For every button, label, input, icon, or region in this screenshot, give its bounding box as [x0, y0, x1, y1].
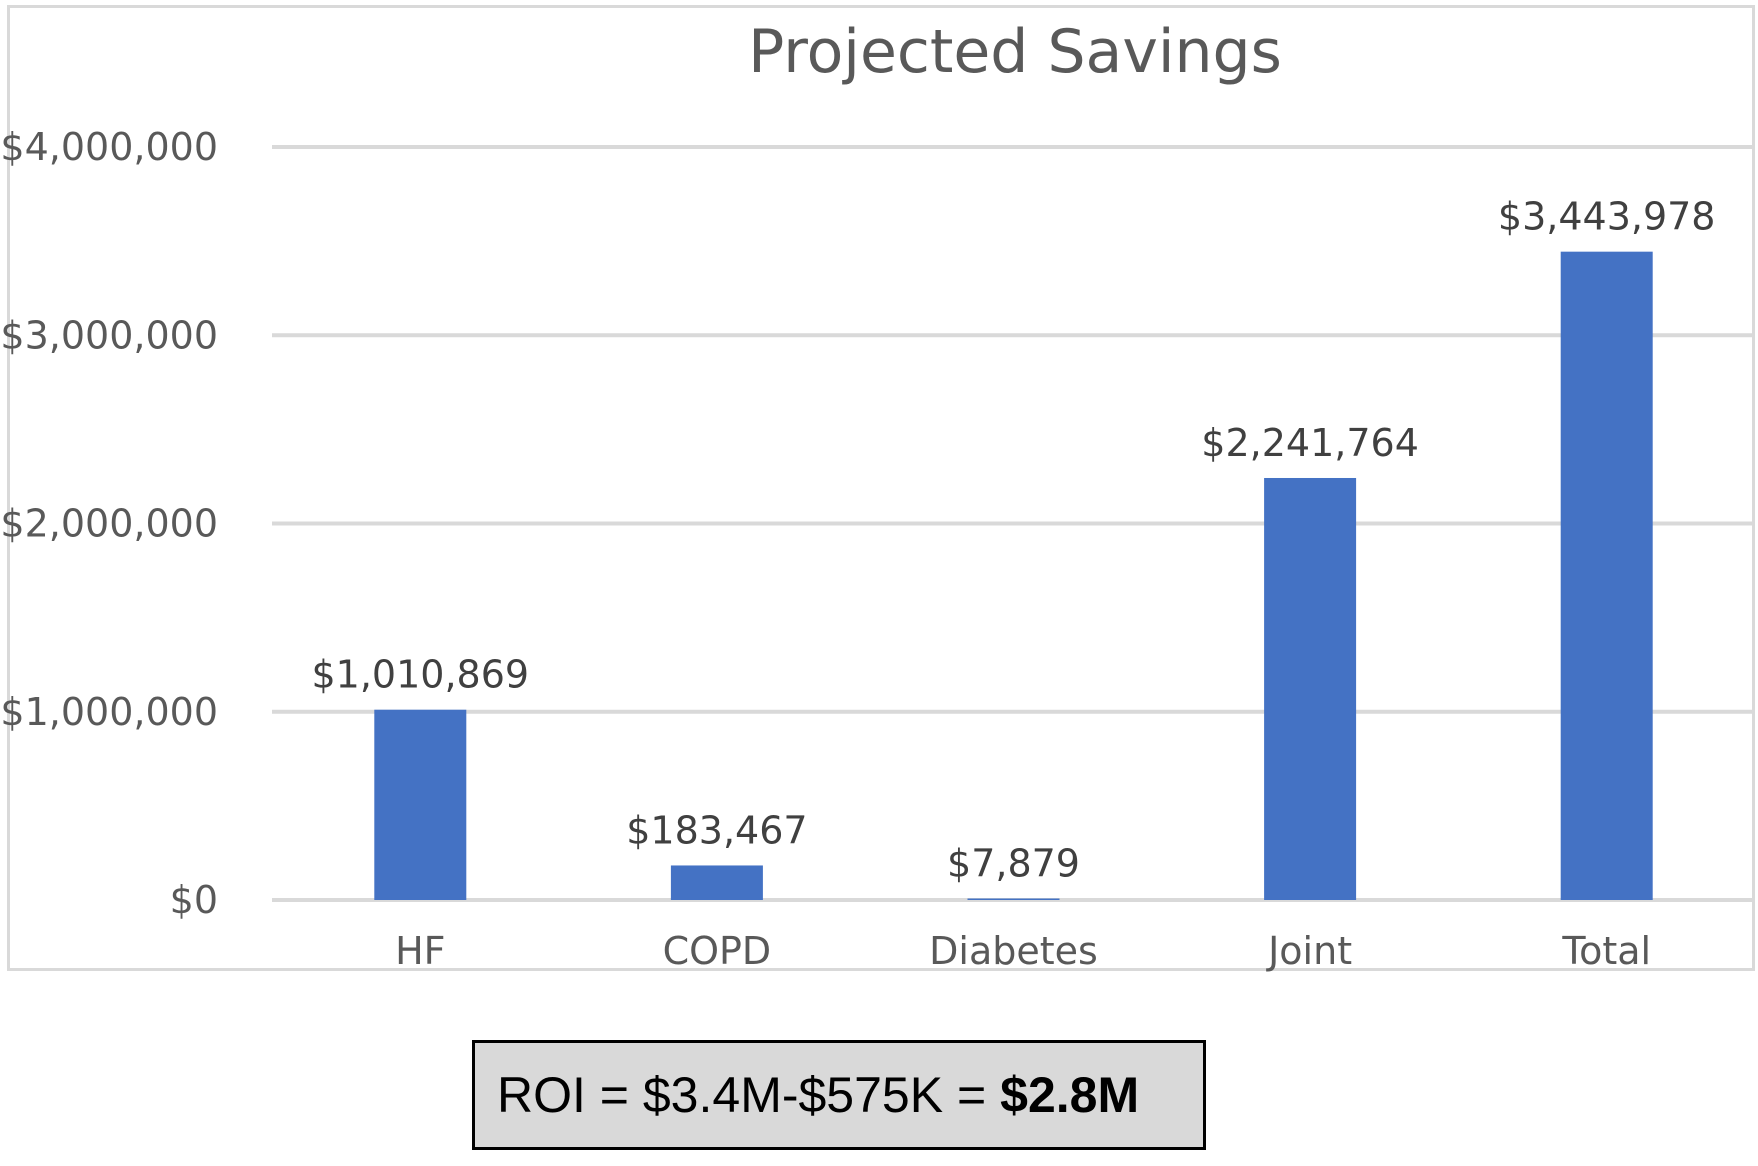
- bars: [374, 251, 1653, 900]
- y-tick-label: $0: [170, 878, 218, 922]
- data-label-total: $3,443,978: [1498, 195, 1716, 239]
- data-label-joint: $2,241,764: [1201, 421, 1419, 465]
- bar-total: [1560, 251, 1653, 900]
- y-axis-ticks: $0 $1,000,000 $2,000,000 $3,000,000 $4,000,0…: [0, 125, 218, 922]
- y-tick-label: $2,000,000: [0, 502, 218, 546]
- y-tick-label: $3,000,000: [0, 313, 218, 357]
- gridlines: [272, 145, 1755, 902]
- y-tick-label: $4,000,000: [0, 125, 218, 169]
- data-label-hf: $1,010,869: [312, 653, 530, 697]
- bar-joint: [1264, 477, 1357, 900]
- data-label-diabetes: $7,879: [947, 842, 1080, 886]
- category-label-diabetes: Diabetes: [929, 929, 1098, 973]
- category-label-hf: HF: [395, 929, 445, 973]
- category-label-total: Total: [1561, 929, 1651, 973]
- chart-frame: [7, 5, 1755, 971]
- category-label-copd: COPD: [663, 929, 772, 973]
- bar-copd: [670, 865, 763, 900]
- data-label-copd: $183,467: [626, 808, 807, 852]
- y-tick-label: $1,000,000: [0, 690, 218, 734]
- roi-callout: ROI = $3.4M-$575K = $2.8M: [472, 1040, 1206, 1150]
- bar-diabetes: [967, 898, 1060, 900]
- category-labels: HF COPD Diabetes Joint Total: [395, 929, 1651, 973]
- data-labels: $1,010,869 $183,467 $7,879 $2,241,764 $3,443…: [312, 195, 1716, 886]
- bar-hf: [374, 709, 467, 900]
- roi-result: $2.8M: [1000, 1067, 1140, 1123]
- chart-title: Projected Savings: [748, 17, 1282, 87]
- roi-formula: ROI = $3.4M-$575K =: [497, 1067, 987, 1123]
- category-label-joint: Joint: [1266, 929, 1352, 973]
